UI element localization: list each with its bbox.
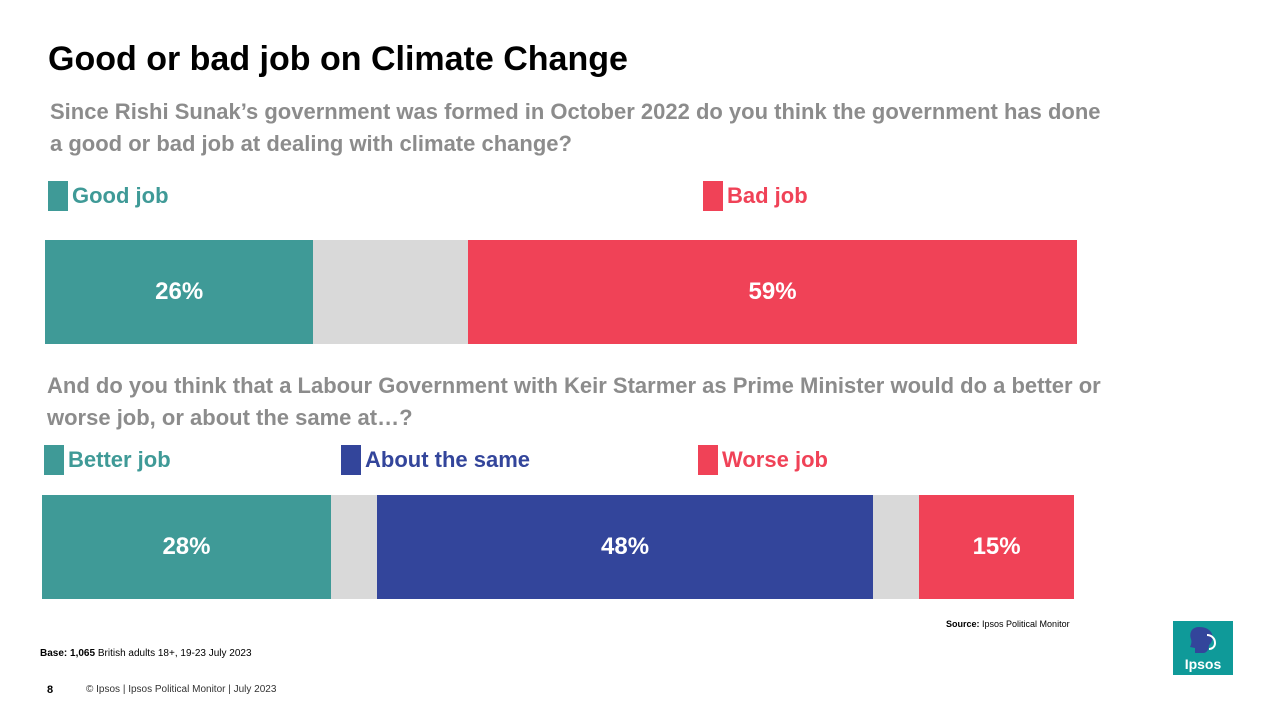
bar-segment-worse-job bbox=[919, 495, 1074, 599]
data-label-about-the-same: 48% bbox=[601, 533, 650, 560]
legend-better-job: Better job bbox=[44, 445, 171, 475]
page-title: Good or bad job on Climate Change bbox=[48, 40, 628, 78]
bar-segment-gap-3 bbox=[872, 495, 920, 599]
source-note: Source: Ipsos Political Monitor bbox=[946, 619, 1070, 629]
data-label-bad-job: 59% bbox=[748, 278, 797, 305]
bar-segment-gap-1 bbox=[313, 240, 469, 344]
bar-segment-about-the-same bbox=[377, 495, 873, 599]
page-number: 8 bbox=[47, 684, 54, 696]
legend-label-same: About the same bbox=[365, 447, 531, 472]
bar-segment-good-job bbox=[45, 240, 314, 344]
base-count: 1,065 bbox=[70, 648, 96, 659]
ipsos-logo: Ipsos bbox=[1173, 621, 1233, 675]
legend-bad-job: Bad job bbox=[703, 181, 808, 211]
legend-swatch-good bbox=[48, 181, 68, 211]
legend-label-good: Good job bbox=[72, 183, 169, 208]
base-label: Base: bbox=[40, 648, 68, 659]
logo-head-icon bbox=[1190, 627, 1217, 653]
question-1: Since Rishi Sunak’s government was forme… bbox=[50, 99, 1101, 156]
source-text: Ipsos Political Monitor bbox=[982, 619, 1070, 629]
legend-swatch-better bbox=[44, 445, 64, 475]
legend-label-better: Better job bbox=[68, 447, 171, 472]
legend-swatch-same bbox=[341, 445, 361, 475]
legend-swatch-bad bbox=[703, 181, 723, 211]
bar-segment-gap-1 bbox=[330, 495, 378, 599]
legend-good-job: Good job bbox=[48, 181, 169, 211]
bar-segment-bad-job bbox=[468, 240, 1077, 344]
data-label-good-job: 26% bbox=[155, 278, 204, 305]
legend-label-worse: Worse job bbox=[722, 447, 828, 472]
base-text: British adults 18+, 19-23 July 2023 bbox=[97, 648, 252, 659]
logo-text: Ipsos bbox=[1184, 656, 1222, 672]
bar-chart-labour-comparison: 28% 48% 15% bbox=[42, 495, 1074, 599]
legend-about-the-same: About the same bbox=[341, 445, 530, 475]
bar-segment-better-job bbox=[42, 495, 331, 599]
legend-label-bad: Bad job bbox=[727, 183, 808, 208]
bar-chart-government-job: 26% 59% bbox=[45, 240, 1077, 344]
data-label-worse-job: 15% bbox=[972, 533, 1021, 560]
data-label-better-job: 28% bbox=[162, 533, 211, 560]
footer-copyright: © Ipsos | Ipsos Political Monitor | July… bbox=[86, 684, 277, 695]
legend-swatch-worse bbox=[698, 445, 718, 475]
base-note: Base: 1,065 British adults 18+, 19-23 Ju… bbox=[40, 648, 252, 659]
legend-worse-job: Worse job bbox=[698, 445, 828, 475]
question-2: And do you think that a Labour Governmen… bbox=[47, 373, 1101, 430]
source-label: Source: bbox=[946, 619, 980, 629]
